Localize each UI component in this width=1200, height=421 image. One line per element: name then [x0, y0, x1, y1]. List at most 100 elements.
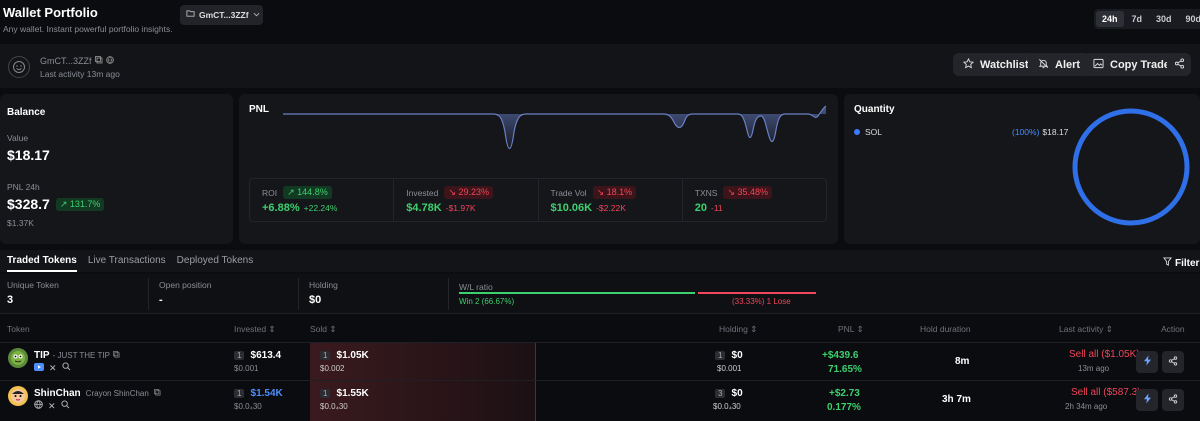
- pnl-24h-change: 131.7%: [69, 198, 101, 209]
- last-activity-time: 2h 34m ago: [1065, 402, 1108, 411]
- tab-live-transactions[interactable]: Live Transactions: [87, 255, 166, 266]
- share-icon: [1174, 57, 1185, 72]
- table-row[interactable]: [0, 342, 1200, 380]
- search-icon[interactable]: [60, 400, 70, 412]
- token-symbol[interactable]: TIP: [34, 349, 50, 361]
- quantity-legend-value: (100%) $18.17: [1012, 127, 1068, 137]
- share-icon: [1168, 393, 1178, 407]
- wallet-selector-label: GmCT...3ZZf: [199, 10, 249, 20]
- invested-value: $1.54K: [250, 388, 283, 399]
- stat-invested-sub: -$1.97K: [445, 203, 476, 213]
- globe-icon[interactable]: [105, 55, 114, 67]
- alert-button[interactable]: Alert: [1028, 53, 1091, 76]
- th-last-activity[interactable]: Last activity ⇕: [1059, 324, 1113, 335]
- th-invested[interactable]: Invested ⇕: [234, 324, 276, 335]
- last-activity-action[interactable]: Sell all ($1.05K): [1069, 349, 1140, 360]
- unique-token-label: Unique Token: [7, 280, 59, 290]
- tabs-bar: [0, 250, 1200, 272]
- watchlist-button[interactable]: Watchlist: [953, 53, 1039, 76]
- th-pnl[interactable]: PNL ⇕: [838, 324, 864, 335]
- stat-trade-vol-badge-value: 18.1%: [606, 187, 633, 197]
- pnl-value: +$439.6: [822, 350, 859, 361]
- th-pnl-label: PNL: [838, 324, 855, 334]
- pnl-stats: ROI ↗ 144.8% +6.88% +22.24% Invested ↘ 2…: [249, 178, 827, 222]
- sold-cell: 1 $1.05K: [320, 349, 369, 361]
- th-token: Token: [7, 324, 30, 334]
- sort-icon: ⇕: [1105, 324, 1113, 334]
- th-sold[interactable]: Sold ⇕: [310, 324, 337, 335]
- pnl-24h-value: $328.7: [7, 196, 50, 212]
- quick-buy-button[interactable]: [1136, 389, 1158, 411]
- filter-icon: [1163, 257, 1172, 269]
- holding-cell: 3 $0: [715, 387, 743, 399]
- invested-value: $613.4: [250, 350, 282, 361]
- timeframe-90d[interactable]: 90d: [1185, 14, 1200, 24]
- invested-cell: 1 $1.54K: [234, 387, 283, 399]
- invested-count: 1: [234, 389, 245, 398]
- wallet-address: GmCT...3ZZf: [40, 56, 92, 66]
- timeframe-7d[interactable]: 7d: [1131, 14, 1143, 24]
- table-row[interactable]: [0, 380, 1200, 421]
- stat-trade-vol-label: Trade Vol: [550, 187, 587, 198]
- tab-traded-tokens[interactable]: Traded Tokens: [7, 255, 77, 272]
- quick-buy-button[interactable]: [1136, 351, 1158, 373]
- stat-roi-badge-value: 144.8%: [297, 187, 328, 197]
- balance-title: Balance: [7, 107, 46, 118]
- tab-deployed-tokens[interactable]: Deployed Tokens: [176, 255, 254, 266]
- quantity-panel: Quantity SOL (100%) $18.17: [844, 94, 1200, 244]
- wl-ratio-label: W/L ratio: [459, 282, 493, 292]
- x-icon[interactable]: ✕: [49, 362, 57, 373]
- copy-icon[interactable]: [153, 387, 161, 399]
- share-button[interactable]: [1162, 389, 1184, 411]
- copy-icon[interactable]: [94, 55, 103, 67]
- timeframe-24h[interactable]: 24h: [1096, 11, 1124, 27]
- sort-icon: ⇕: [750, 324, 758, 334]
- tabs: Traded Tokens Live Transactions Deployed…: [7, 255, 253, 272]
- address-line: GmCT...3ZZf: [40, 55, 114, 67]
- quantity-legend-item: SOL: [854, 127, 882, 137]
- avatar: [8, 56, 30, 78]
- pnl-sparkline-line: [283, 105, 827, 150]
- stat-trade-vol-values: $10.06K -$2.22K: [551, 202, 670, 214]
- share-button[interactable]: [1162, 351, 1184, 373]
- pnl-24h-change-badge: ↗ 131.7%: [55, 197, 105, 211]
- holding-count: 3: [715, 389, 726, 398]
- timeframe-selector: 24h 7d 30d 90d: [1094, 9, 1200, 29]
- th-holding-label: Holding: [719, 324, 748, 334]
- folder-icon: [186, 9, 195, 21]
- watchlist-label: Watchlist: [980, 58, 1029, 71]
- token-symbol[interactable]: ShinChan: [34, 387, 81, 399]
- sort-icon: ⇕: [268, 324, 276, 334]
- filter-button[interactable]: Filter: [1163, 257, 1199, 269]
- token-links: ✕: [34, 400, 70, 412]
- youtube-icon[interactable]: [34, 362, 44, 374]
- last-activity-action[interactable]: Sell all ($587.3): [1071, 387, 1141, 398]
- x-icon[interactable]: ✕: [48, 400, 56, 411]
- page-subtitle: Any wallet. Instant powerful portfolio i…: [3, 24, 173, 34]
- copy-icon[interactable]: [112, 349, 120, 361]
- stat-roi-badge: ↗ 144.8%: [283, 186, 332, 199]
- holding-cell: 1 $0: [715, 349, 743, 361]
- sold-cell: 1 $1.55K: [320, 387, 369, 399]
- copy-trade-label: Copy Trade: [1110, 58, 1170, 71]
- timeframe-30d[interactable]: 30d: [1156, 14, 1172, 24]
- wallet-selector[interactable]: GmCT...3ZZf: [180, 5, 263, 25]
- open-position-value: -: [159, 294, 163, 306]
- last-activity: Last activity 13m ago: [40, 69, 120, 79]
- stat-invested-badge-value: 29.23%: [458, 187, 489, 197]
- globe-icon[interactable]: [34, 400, 43, 412]
- copy-trade-button[interactable]: Copy Trade: [1083, 53, 1180, 76]
- legend-token: SOL: [865, 127, 883, 137]
- token-avatar-tip: [8, 348, 28, 368]
- share-button[interactable]: [1167, 53, 1191, 76]
- search-icon[interactable]: [61, 362, 71, 374]
- stat-roi: ROI ↗ 144.8% +6.88% +22.24%: [250, 179, 395, 221]
- token-name-row: ShinChan Crayon ShinChan: [34, 387, 161, 399]
- th-hold-duration: Hold duration: [920, 324, 971, 334]
- sold-column-shade: [310, 342, 536, 421]
- summary-row: [0, 274, 1200, 314]
- stat-invested-head: Invested ↘ 29.23%: [406, 186, 525, 199]
- stat-invested-badge: ↘ 29.23%: [444, 186, 493, 199]
- th-holding[interactable]: Holding ⇕: [719, 324, 757, 335]
- invested-sub: $0.0₄30: [234, 402, 262, 411]
